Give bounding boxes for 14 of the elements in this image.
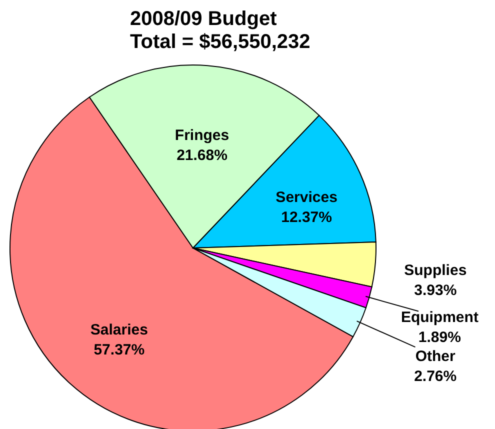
slice-label: Other bbox=[415, 348, 456, 366]
data-label: 3.93% bbox=[414, 282, 457, 299]
slice-label: Supplies bbox=[404, 262, 467, 279]
data-label: 2.76% bbox=[414, 368, 457, 386]
chart-title: 2008/09 Budget bbox=[130, 8, 278, 30]
slice-label: Fringes bbox=[174, 126, 230, 144]
data-label: 12.37% bbox=[281, 209, 332, 226]
data-label: 1.89% bbox=[418, 329, 461, 346]
slice-label: Equipment bbox=[400, 309, 478, 326]
slice-label: Salaries bbox=[90, 321, 148, 338]
data-label: 57.37% bbox=[94, 341, 145, 358]
chart-subtitle: Total = $56,550,232 bbox=[130, 31, 310, 53]
data-label: 21.68% bbox=[176, 146, 228, 164]
slice-label: Services bbox=[276, 189, 338, 206]
